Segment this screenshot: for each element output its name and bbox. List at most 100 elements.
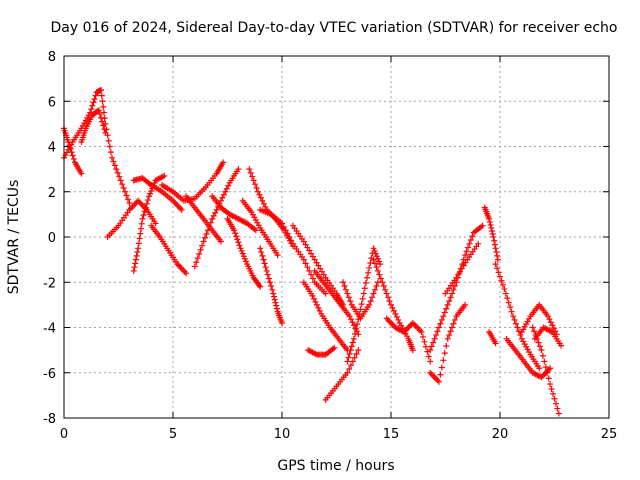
data-point <box>489 230 496 237</box>
data-point <box>257 194 264 201</box>
data-point <box>279 319 285 326</box>
data-point <box>364 274 371 281</box>
data-point <box>117 177 124 184</box>
data-point <box>345 354 352 361</box>
data-point <box>264 271 271 278</box>
data-point <box>320 271 327 278</box>
data-point <box>152 220 159 227</box>
data-point <box>309 292 316 299</box>
series-track-07 <box>148 222 190 277</box>
data-point <box>265 275 272 282</box>
data-point <box>236 242 243 249</box>
data-point <box>536 365 543 372</box>
x-tick-label: 5 <box>169 427 177 442</box>
series-track-20 <box>322 347 362 403</box>
series-track-06 <box>130 172 168 274</box>
data-point <box>349 358 356 365</box>
data-point <box>304 244 311 251</box>
data-point <box>113 166 120 173</box>
data-point <box>475 240 482 247</box>
data-point <box>376 258 383 265</box>
data-point <box>219 194 226 201</box>
data-point <box>100 109 107 116</box>
data-point <box>450 286 457 293</box>
data-point <box>94 108 101 115</box>
data-point <box>353 350 360 357</box>
data-point <box>132 256 139 263</box>
axis-ticks: 0 5 10 15 20 25 -8 -6 -4 -2 0 2 4 6 8 <box>43 50 617 442</box>
data-point <box>282 227 289 234</box>
data-point <box>92 92 99 99</box>
data-point <box>223 185 230 192</box>
data-point <box>138 220 145 227</box>
data-point <box>122 188 129 195</box>
data-point <box>262 264 269 271</box>
data-point <box>507 304 514 311</box>
series-track-21 <box>305 344 338 358</box>
series-track-32 <box>518 301 560 338</box>
data-point <box>271 293 278 300</box>
data-point <box>120 184 127 191</box>
data-point <box>383 290 390 297</box>
data-point <box>348 362 355 369</box>
data-point <box>558 342 565 349</box>
data-point <box>250 177 257 184</box>
data-point <box>450 320 457 327</box>
data-point <box>199 242 206 249</box>
data-point <box>262 203 269 210</box>
data-point <box>437 371 444 378</box>
data-point <box>421 338 428 345</box>
data-point <box>428 343 435 350</box>
series-track-01 <box>61 86 133 207</box>
data-point <box>386 298 393 305</box>
x-tick-label: 0 <box>60 427 68 442</box>
data-point <box>260 256 267 263</box>
data-point <box>311 256 318 263</box>
data-point <box>508 308 515 315</box>
series-track-33 <box>529 324 562 417</box>
data-point <box>148 187 155 194</box>
data-point <box>344 358 351 365</box>
data-point <box>545 375 552 382</box>
data-point <box>111 162 118 169</box>
data-point <box>488 224 495 231</box>
data-point <box>315 304 322 311</box>
series-track-31 <box>503 335 554 381</box>
data-point <box>487 221 494 228</box>
series-track-34 <box>531 324 565 349</box>
data-point <box>257 283 264 290</box>
data-point <box>504 295 511 302</box>
data-point <box>98 114 105 121</box>
data-point <box>501 286 508 293</box>
data-point <box>443 305 450 312</box>
data-point <box>419 333 426 340</box>
data-point <box>150 182 157 189</box>
data-point <box>435 378 442 385</box>
data-point <box>536 343 543 350</box>
data-point <box>374 267 381 274</box>
data-point <box>255 188 262 195</box>
data-point <box>433 332 440 339</box>
data-point <box>116 173 123 180</box>
data-point <box>551 395 558 402</box>
data-point <box>489 227 496 234</box>
data-point <box>271 296 278 303</box>
data-point <box>491 237 498 244</box>
data-point <box>347 347 354 354</box>
data-point <box>126 200 133 207</box>
data-point <box>98 92 105 99</box>
series-track-27 <box>427 222 486 354</box>
y-tick-label: -6 <box>43 367 56 382</box>
data-point <box>372 260 379 267</box>
data-point <box>369 294 376 301</box>
data-point <box>161 172 168 179</box>
data-point <box>367 298 374 305</box>
data-point <box>151 180 158 187</box>
data-point <box>348 316 355 323</box>
data-point <box>346 365 353 372</box>
data-point <box>90 99 97 106</box>
data-point <box>341 283 348 290</box>
data-point <box>280 223 287 230</box>
series-track-10 <box>191 166 242 270</box>
data-point <box>136 235 143 242</box>
